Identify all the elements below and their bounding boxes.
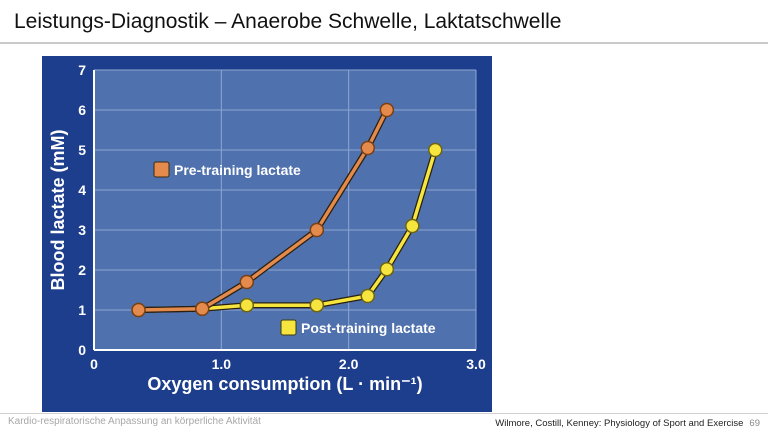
y-tick-label-4: 4 (78, 182, 86, 198)
data-point-3 (239, 297, 255, 313)
lactate-chart: 0 1 2 3 4 5 6 7 0 1.0 2.0 3.0 Oxygen consumption (L… (42, 56, 492, 412)
data-point-5 (360, 288, 376, 304)
x-tick-label-1.0: 1.0 (212, 356, 232, 372)
data-point-4 (309, 297, 325, 313)
x-tick-label-2.0: 2.0 (339, 356, 359, 372)
slide-title: Leistungs-Diagnostik – Anaerobe Schwelle… (14, 10, 562, 33)
y-tick-label-1: 1 (78, 302, 86, 318)
data-point-5 (360, 140, 376, 156)
y-tick-label-2: 2 (78, 262, 86, 278)
legend-pre-swatch (153, 161, 170, 178)
y-tick-label-7: 7 (78, 62, 86, 78)
data-point-6 (379, 261, 395, 277)
footer-divider (0, 413, 768, 414)
tick-labels: 0 1 2 3 4 5 6 7 0 1.0 2.0 3.0 (78, 62, 486, 372)
series-pre-training (131, 102, 395, 318)
axes (93, 70, 476, 351)
y-tick-label-0: 0 (78, 342, 86, 358)
legend-post-swatch (280, 319, 297, 336)
title-divider (0, 42, 768, 44)
chart-svg: 0 1 2 3 4 5 6 7 0 1.0 2.0 3.0 Oxygen consumption (L… (42, 56, 492, 412)
series-line (136, 148, 438, 312)
x-tick-label-3.0: 3.0 (466, 356, 486, 372)
x-axis-label: Oxygen consumption (L · min⁻¹) (147, 374, 422, 394)
legend-post-training: Post-training lactate (280, 319, 436, 336)
data-point-2 (194, 301, 210, 317)
legend-pre-training: Pre-training lactate (153, 161, 301, 178)
y-tick-label-3: 3 (78, 222, 86, 238)
footer-source: Wilmore, Costill, Kenney: Physiology of … (495, 418, 744, 429)
legend-pre-label: Pre-training lactate (174, 162, 301, 178)
data-point-8 (428, 142, 443, 158)
legend-post-label: Post-training lactate (301, 320, 436, 336)
y-tick-label-5: 5 (78, 142, 86, 158)
data-point-4 (309, 222, 325, 238)
page-number: 69 (749, 418, 760, 429)
series-layer (131, 102, 443, 318)
data-point-6 (379, 102, 395, 118)
data-point-1 (131, 302, 146, 318)
x-tick-label-0: 0 (90, 356, 98, 372)
y-tick-label-6: 6 (78, 102, 86, 118)
data-point-7 (405, 218, 420, 234)
footer-course-title: Kardio-respiratorische Anpassung an körp… (8, 416, 261, 427)
data-point-3 (239, 274, 255, 290)
footer-citation: Wilmore, Costill, Kenney: Physiology of … (495, 418, 760, 429)
y-axis-label: Blood lactate (mM) (48, 129, 68, 290)
